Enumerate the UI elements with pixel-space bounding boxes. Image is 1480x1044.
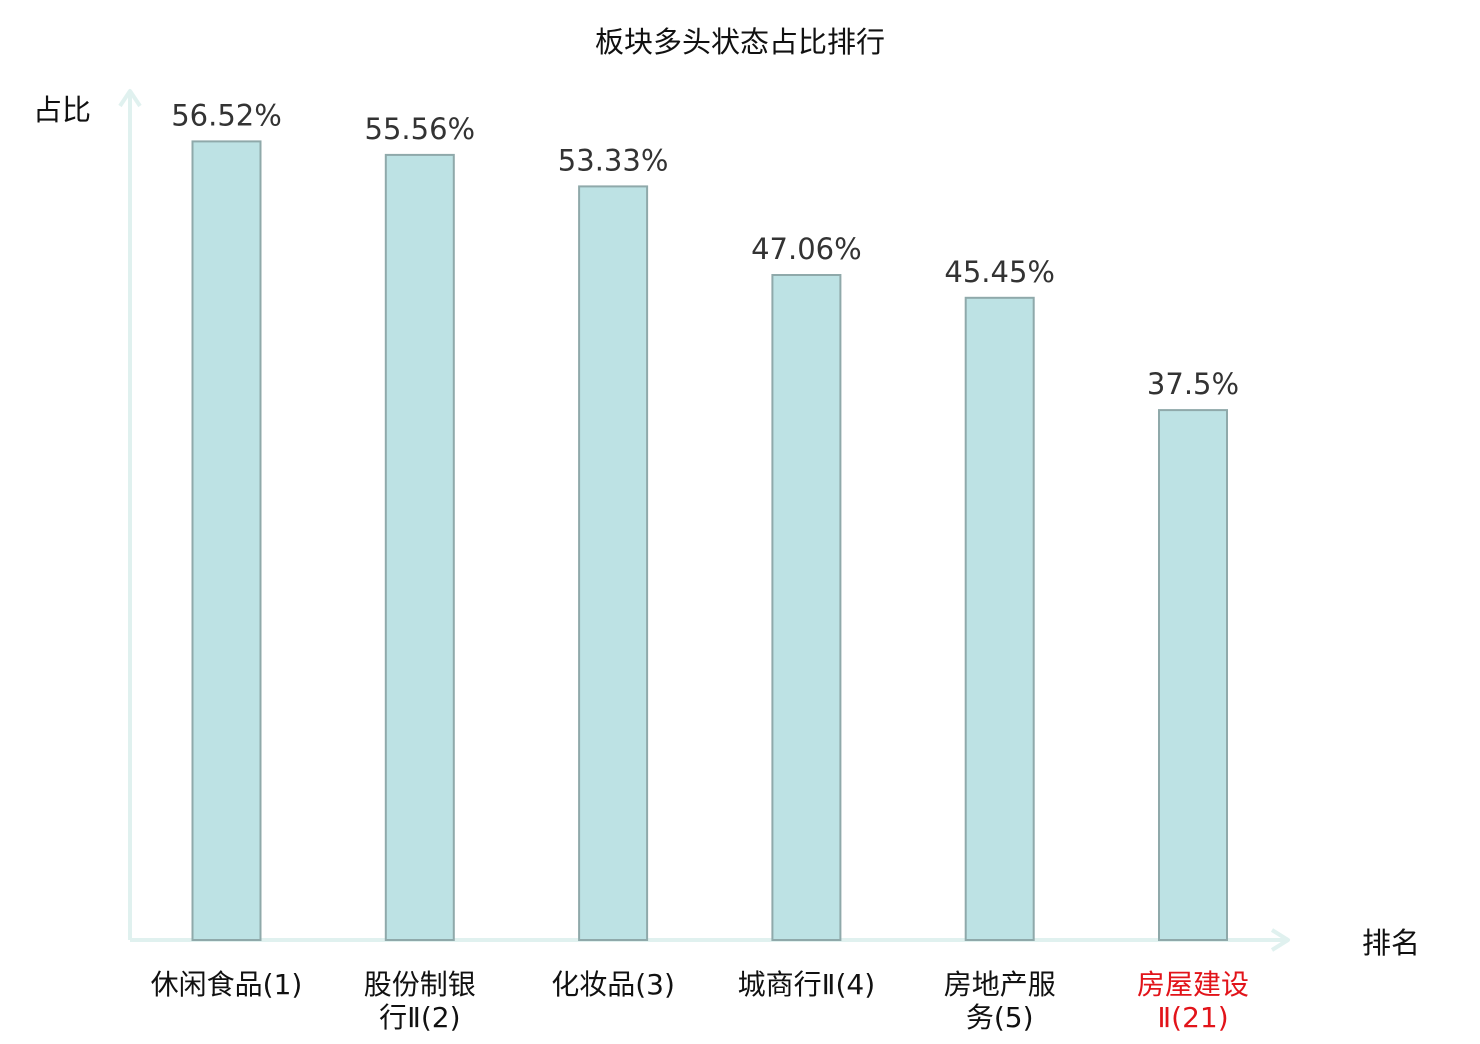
bars-group <box>191 140 1228 942</box>
category-label: 房地产服 <box>944 968 1056 1001</box>
bar <box>578 185 649 941</box>
category-label: Ⅱ(21) <box>1157 1001 1228 1034</box>
bar-value-label: 56.52% <box>171 98 282 132</box>
category-label: 房屋建设 <box>1137 968 1249 1001</box>
category-label: 行Ⅱ(2) <box>379 1001 460 1034</box>
category-label: 化妆品(3) <box>551 968 675 1001</box>
axes <box>118 89 1290 952</box>
bar <box>384 153 455 941</box>
bar <box>771 274 842 941</box>
x-axis-arrow <box>1270 928 1290 952</box>
bar-value-label: 45.45% <box>944 255 1055 289</box>
category-label: 休闲食品(1) <box>151 968 303 1001</box>
category-label: 务(5) <box>966 1001 1034 1034</box>
chart-title: 板块多头状态占比排行 <box>595 25 885 59</box>
bar-value-label: 47.06% <box>751 232 862 266</box>
value-labels-group: 56.52% 55.56% 53.33% 47.06% 45.45% 37.5% <box>171 98 1239 401</box>
y-axis-label: 占比 <box>33 93 91 127</box>
bar-value-label: 37.5% <box>1147 367 1239 401</box>
bar <box>964 296 1035 941</box>
bar <box>1158 409 1228 942</box>
x-axis-label: 排名 <box>1362 926 1420 960</box>
category-label: 城商行Ⅱ(4) <box>738 968 875 1001</box>
bar-value-label: 53.33% <box>558 143 669 177</box>
y-axis-arrow <box>118 89 142 108</box>
bar-value-label: 55.56% <box>365 112 476 146</box>
category-label: 股份制银 <box>364 968 476 1001</box>
bar <box>191 140 262 941</box>
